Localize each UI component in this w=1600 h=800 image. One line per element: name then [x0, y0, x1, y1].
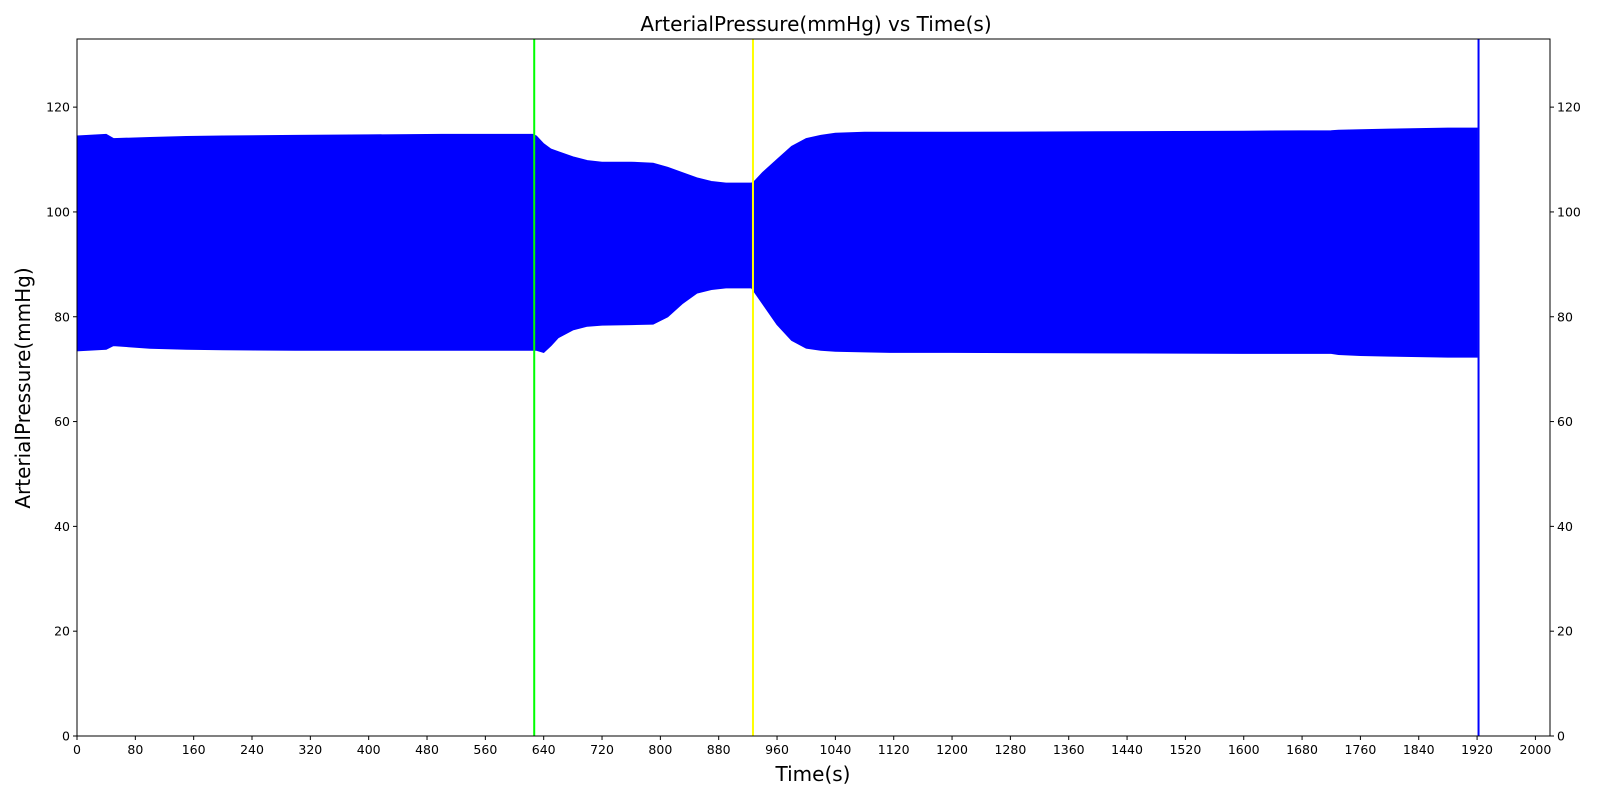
x-tick-label: 720 [590, 742, 614, 757]
x-tick-label: 1120 [878, 742, 910, 757]
x-tick-label: 1600 [1228, 742, 1260, 757]
y-tick-label-left: 60 [54, 414, 70, 429]
x-tick-label: 1760 [1344, 742, 1376, 757]
y-tick-label-left: 120 [46, 100, 70, 115]
y-tick-label-left: 20 [54, 624, 70, 639]
vertical-markers [533, 39, 1480, 736]
x-tick-label: 1440 [1111, 742, 1143, 757]
y-axis-label: ArterialPressure(mmHg) [11, 267, 35, 508]
y-tick-label-right: 60 [1557, 414, 1573, 429]
y-tick-label-right: 20 [1557, 624, 1573, 639]
x-tick-label: 320 [298, 742, 322, 757]
chart-title: ArterialPressure(mmHg) vs Time(s) [640, 12, 991, 36]
x-tick-label: 1840 [1403, 742, 1435, 757]
x-tick-label: 1040 [819, 742, 851, 757]
x-tick-label: 640 [532, 742, 556, 757]
y-axis-ticks: 0 0 20 20 40 40 60 60 80 80 100 100 120 120 [46, 100, 1581, 744]
x-tick-label: 1280 [994, 742, 1026, 757]
y-tick-label-right: 40 [1557, 519, 1573, 534]
x-tick-label: 880 [707, 742, 731, 757]
x-tick-label: 960 [765, 742, 789, 757]
y-tick-label-left: 80 [54, 309, 70, 324]
x-axis-ticks: 0 80 160 240 320 400 480 560 640 720 800 880 960 1040… [73, 736, 1551, 757]
x-tick-label: 560 [473, 742, 497, 757]
y-tick-label-left: 40 [54, 519, 70, 534]
x-tick-label: 1920 [1461, 742, 1493, 757]
plot-area [76, 127, 1478, 358]
y-tick-label-right: 0 [1557, 729, 1565, 744]
series-envelope-0 [76, 127, 1478, 358]
x-tick-label: 480 [415, 742, 439, 757]
x-tick-label: 800 [648, 742, 672, 757]
x-tick-label: 1520 [1169, 742, 1201, 757]
x-tick-label: 2000 [1520, 742, 1552, 757]
x-tick-label: 1200 [936, 742, 968, 757]
x-axis-label: Time(s) [775, 762, 851, 786]
y-tick-label-left: 100 [46, 204, 70, 219]
y-tick-label-right: 80 [1557, 309, 1573, 324]
y-tick-label-left: 0 [62, 729, 70, 744]
plot-frame [76, 38, 1551, 737]
x-tick-label: 400 [357, 742, 381, 757]
x-tick-label: 1360 [1053, 742, 1085, 757]
x-tick-label: 160 [182, 742, 206, 757]
x-tick-label: 1680 [1286, 742, 1318, 757]
y-tick-label-right: 120 [1557, 100, 1581, 115]
x-tick-label: 80 [127, 742, 143, 757]
x-tick-label: 240 [240, 742, 264, 757]
y-tick-label-right: 100 [1557, 204, 1581, 219]
x-tick-label: 0 [73, 742, 81, 757]
